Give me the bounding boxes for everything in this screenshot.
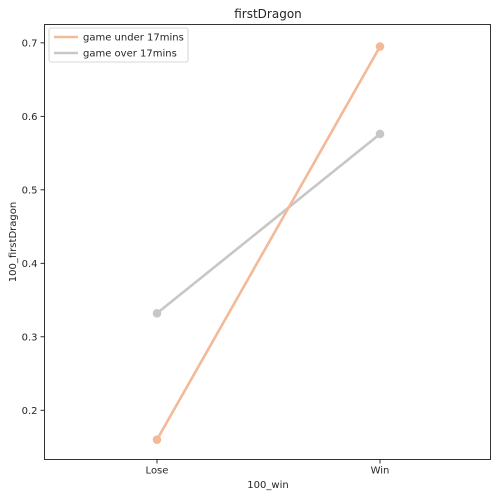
legend-label: game over 17mins <box>83 49 177 60</box>
y-axis-label: 100_firstDragon <box>8 202 19 282</box>
series-line <box>156 132 381 315</box>
series-line <box>155 45 382 441</box>
data-point <box>152 308 162 318</box>
data-point <box>375 42 385 51</box>
data-point <box>375 129 385 139</box>
legend-label: game under 17mins <box>83 33 184 44</box>
legend-box <box>48 27 189 63</box>
y-tick-label: 0.6 <box>22 112 38 123</box>
data-point <box>152 435 162 444</box>
x-tick-label: Lose <box>146 466 169 477</box>
y-tick-label: 0.5 <box>22 185 38 196</box>
chart-title: firstDragon <box>234 7 302 21</box>
plot-area-frame <box>44 24 491 460</box>
y-tick-label: 0.7 <box>22 38 38 49</box>
y-tick-label: 0.3 <box>22 332 38 343</box>
y-tick-label: 0.4 <box>22 259 38 270</box>
x-tick-label: Win <box>371 466 390 477</box>
x-axis-label: 100_win <box>247 480 288 491</box>
y-tick-label: 0.2 <box>22 406 38 417</box>
